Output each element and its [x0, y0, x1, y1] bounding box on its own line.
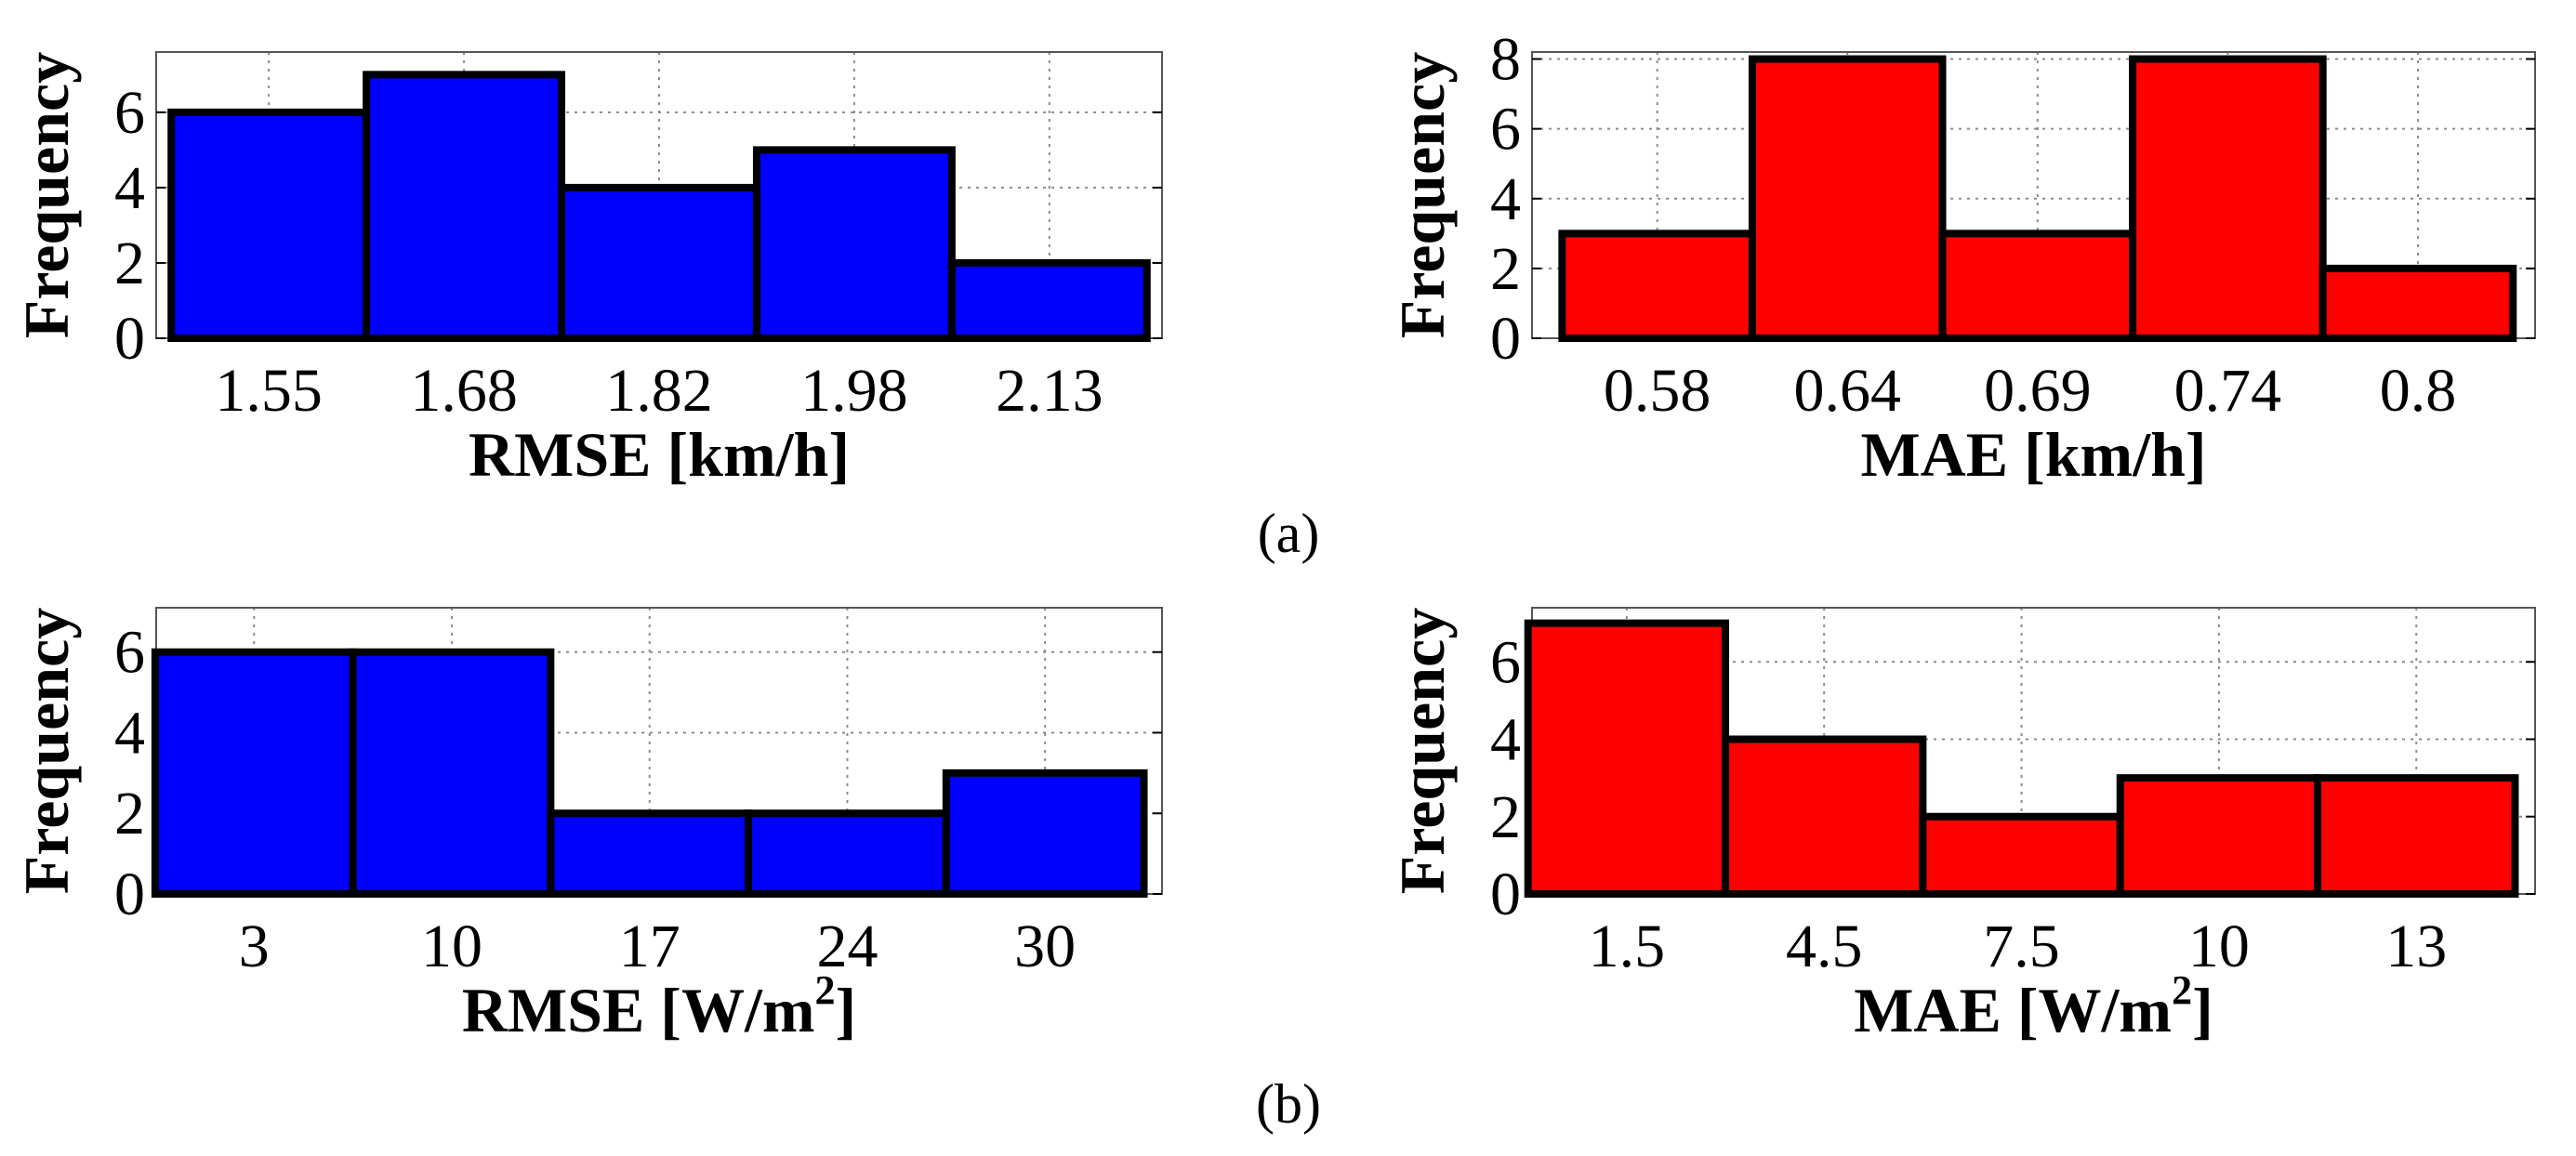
y-axis-label: Frequency [11, 52, 82, 339]
x-tick-label: 10 [421, 913, 482, 980]
histogram-bar [1558, 230, 1756, 343]
x-tick-label: 13 [2385, 913, 2447, 980]
y-tick-label: 0 [1490, 860, 1521, 928]
histogram-bar [2129, 55, 2327, 342]
x-axis-label: RMSE [km/h] [469, 419, 850, 490]
histogram-bar [2318, 264, 2517, 342]
x-tick-label: 0.8 [2380, 357, 2457, 425]
caption-b: (b) [1256, 1073, 1321, 1135]
y-tick-label: 6 [1490, 628, 1521, 696]
x-tick-label: 0.74 [2174, 357, 2282, 425]
histogram-bar [558, 183, 760, 342]
histogram-bar [349, 648, 555, 898]
x-tick-label: 1.98 [800, 357, 908, 425]
x-tick-label: 1.82 [605, 357, 713, 425]
x-tick-label: 1.5 [1589, 913, 1666, 980]
histogram-bar [151, 648, 357, 898]
y-tick-label: 2 [114, 780, 145, 847]
y-tick-label: 6 [1490, 96, 1521, 164]
x-tick-label: 0.64 [1793, 357, 1901, 425]
x-axis-label-main: MAE [W/m [1854, 975, 2172, 1045]
histogram-bar [1919, 812, 2124, 899]
y-tick-label: 4 [114, 154, 145, 222]
histogram-bar [1938, 230, 2137, 343]
x-axis-label-superscript: 2 [815, 967, 836, 1013]
y-tick-label: 0 [114, 860, 145, 928]
histogram-bar [1748, 55, 1947, 342]
x-tick-label: 1.55 [215, 357, 323, 425]
histogram-bar [1524, 619, 1730, 898]
x-axis-label: RMSE [W/m2] [462, 967, 856, 1045]
x-tick-label: 0.69 [1984, 357, 2092, 425]
y-tick-label: 2 [1490, 783, 1521, 851]
x-tick-label: 4.5 [1786, 913, 1863, 980]
y-tick-label: 4 [114, 699, 145, 767]
histogram-bar [547, 809, 753, 899]
histogram-bar [752, 146, 956, 342]
chart-panel-a-left: 0 2 4 6 1.55 1.68 1.82 1.98 2.13 RMSE [km/h] Frequ… [11, 51, 1163, 490]
x-tick-label: 24 [816, 913, 878, 980]
y-tick-label: 4 [1490, 165, 1521, 233]
x-tick-label: 0.58 [1604, 357, 1711, 425]
y-axis-label: Frequency [1387, 608, 1458, 895]
y-tick-label: 2 [114, 230, 145, 297]
x-tick-label: 2.13 [996, 357, 1103, 425]
y-tick-label: 6 [114, 79, 145, 147]
x-axis-label-tail: ] [836, 975, 857, 1045]
y-tick-label: 4 [1490, 706, 1521, 774]
histogram-bar [2116, 774, 2322, 898]
y-tick-label: 0 [1490, 305, 1521, 373]
y-tick-label: 8 [1490, 26, 1521, 94]
histogram-bar [1722, 735, 1927, 898]
histogram-bar [947, 258, 1151, 342]
x-tick-label: 30 [1014, 913, 1076, 980]
x-axis-label-superscript: 2 [2172, 967, 2192, 1013]
y-axis-label: Frequency [11, 608, 82, 895]
histogram-bar [363, 71, 566, 342]
x-tick-label: 7.5 [1983, 913, 2060, 980]
caption-a: (a) [1258, 503, 1320, 564]
histogram-bar [2314, 774, 2519, 898]
y-axis-label: Frequency [1387, 52, 1458, 339]
x-axis-label-main: RMSE [W/m [462, 975, 815, 1045]
x-tick-label: 17 [619, 913, 680, 980]
y-tick-label: 2 [1490, 235, 1521, 303]
x-tick-label: 3 [239, 913, 270, 980]
y-tick-label: 6 [114, 619, 145, 687]
x-tick-label: 1.68 [410, 357, 518, 425]
x-axis-label: MAE [km/h] [1860, 419, 2206, 490]
y-tick-label: 0 [114, 305, 145, 373]
x-axis-label: MAE [W/m2] [1854, 967, 2213, 1045]
histogram-bar [745, 809, 950, 899]
x-tick-label: 10 [2188, 913, 2250, 980]
x-axis-label-tail: ] [2192, 975, 2213, 1045]
x-axis-label-main: MAE [km/h] [1860, 419, 2206, 490]
x-axis-label-main: RMSE [km/h] [469, 419, 850, 490]
histogram-bar [942, 768, 1148, 898]
histogram-bar [167, 108, 371, 342]
